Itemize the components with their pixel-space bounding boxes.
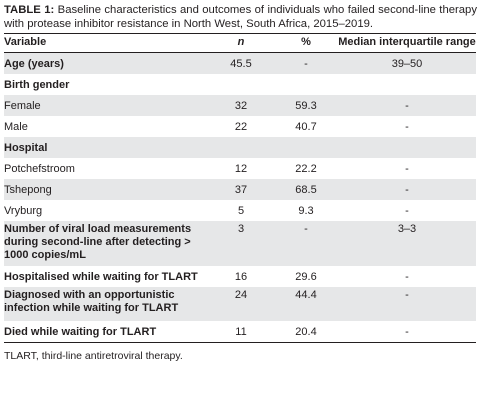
- header-percent: %: [301, 36, 311, 49]
- caption-label: TABLE 1:: [4, 4, 55, 16]
- row-label: Hospitalised while waiting for TLART: [4, 270, 198, 283]
- row-percent: [274, 74, 338, 95]
- row-n: 24: [208, 287, 274, 322]
- row-n: 12: [234, 162, 248, 175]
- characteristics-table: Variable n % Median interquartile range …: [4, 33, 476, 343]
- table-row: Hospitalised while waiting for TLART 16 …: [4, 266, 476, 287]
- row-median: -: [405, 270, 409, 283]
- row-median: -: [405, 325, 409, 338]
- row-label: Hospital: [4, 137, 208, 159]
- row-median: 39–50: [338, 52, 476, 75]
- row-percent: 22.2: [295, 162, 317, 175]
- row-label: Died while waiting for TLART: [4, 325, 157, 338]
- table-row: Potchefstroom 12 22.2 -: [4, 158, 476, 179]
- row-median: -: [338, 95, 476, 117]
- row-n: [208, 74, 274, 95]
- row-median: -: [405, 204, 409, 217]
- table-row: Hospital: [4, 137, 476, 159]
- row-percent: 68.5: [274, 179, 338, 201]
- row-percent: [274, 137, 338, 159]
- row-median: 3–3: [338, 221, 476, 267]
- row-percent: 59.3: [274, 95, 338, 117]
- table-row: Age (years) 45.5 - 39–50: [4, 52, 476, 75]
- row-n: 3: [208, 221, 274, 267]
- row-label: Diagnosed with an opportunistic infectio…: [4, 287, 208, 322]
- row-median: [338, 74, 476, 95]
- row-percent: 20.4: [295, 325, 317, 338]
- table-row: Died while waiting for TLART 11 20.4 -: [4, 321, 476, 343]
- table-row: Birth gender: [4, 74, 476, 95]
- row-n: 16: [234, 270, 248, 283]
- table-row: Diagnosed with an opportunistic infectio…: [4, 287, 476, 322]
- row-label: Potchefstroom: [4, 162, 75, 175]
- row-n: 22: [234, 120, 248, 133]
- table-row: Tshepong 37 68.5 -: [4, 179, 476, 201]
- row-percent: 44.4: [274, 287, 338, 322]
- table-row: Number of viral load measurements during…: [4, 221, 476, 267]
- row-label: Birth gender: [4, 78, 70, 91]
- row-percent: 29.6: [295, 270, 317, 283]
- table-caption: TABLE 1: Baseline characteristics and ou…: [4, 3, 477, 31]
- header-variable: Variable: [4, 36, 47, 49]
- row-percent: -: [274, 221, 338, 267]
- table-row: Vryburg 5 9.3 -: [4, 200, 476, 221]
- row-label: Female: [4, 95, 208, 117]
- row-n: 37: [208, 179, 274, 201]
- row-median: -: [338, 287, 476, 322]
- table-figure: TABLE 1: Baseline characteristics and ou…: [4, 0, 477, 362]
- row-median: -: [405, 162, 409, 175]
- row-n: 45.5: [208, 52, 274, 75]
- table-row: Female 32 59.3 -: [4, 95, 476, 117]
- table-row: Male 22 40.7 -: [4, 116, 476, 137]
- row-median: -: [405, 120, 409, 133]
- caption-text: Baseline characteristics and outcomes of…: [4, 4, 477, 31]
- row-label: Tshepong: [4, 179, 208, 201]
- header-median: Median interquartile range: [338, 36, 476, 49]
- row-n: 32: [208, 95, 274, 117]
- row-label: Vryburg: [4, 204, 43, 217]
- row-percent: -: [274, 52, 338, 75]
- row-n: [208, 137, 274, 159]
- header-n: n: [237, 36, 245, 49]
- row-median: [338, 137, 476, 159]
- row-percent: 9.3: [298, 204, 314, 217]
- row-n: 11: [235, 325, 247, 338]
- row-label: Number of viral load measurements during…: [4, 221, 208, 267]
- row-median: -: [338, 179, 476, 201]
- row-n: 5: [237, 204, 245, 217]
- table-footnote: TLART, third-line antiretroviral therapy…: [4, 350, 183, 363]
- header-row: Variable n % Median interquartile range: [4, 33, 476, 53]
- row-label: Male: [4, 120, 28, 133]
- row-percent: 40.7: [295, 120, 317, 133]
- row-label: Age (years): [4, 52, 208, 75]
